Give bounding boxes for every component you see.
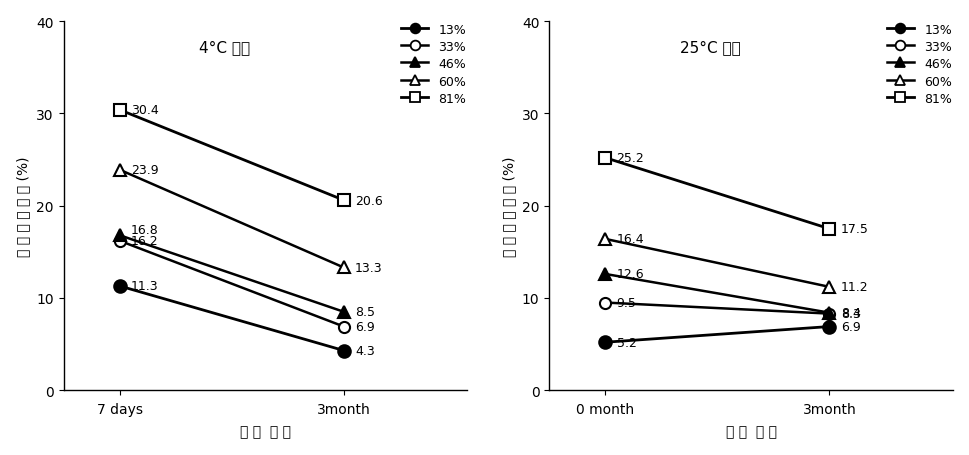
Y-axis label: 종 자 수 분 함 량 (%): 종 자 수 분 함 량 (%) bbox=[502, 156, 516, 256]
Text: 17.5: 17.5 bbox=[840, 223, 867, 236]
Text: 8.4: 8.4 bbox=[840, 307, 860, 319]
Legend: 13%, 33%, 46%, 60%, 81%: 13%, 33%, 46%, 60%, 81% bbox=[398, 21, 468, 108]
Text: 8.5: 8.5 bbox=[355, 306, 375, 318]
Text: 4°C 저장: 4°C 저장 bbox=[200, 40, 250, 56]
Text: 25.2: 25.2 bbox=[616, 152, 643, 165]
Legend: 13%, 33%, 46%, 60%, 81%: 13%, 33%, 46%, 60%, 81% bbox=[884, 21, 953, 108]
Text: 11.3: 11.3 bbox=[131, 280, 158, 293]
X-axis label: 저 장  기 간: 저 장 기 간 bbox=[239, 425, 291, 438]
Text: 30.4: 30.4 bbox=[131, 104, 158, 117]
Text: 13.3: 13.3 bbox=[355, 262, 382, 274]
X-axis label: 저 장  기 간: 저 장 기 간 bbox=[725, 425, 776, 438]
Text: 4.3: 4.3 bbox=[355, 344, 374, 357]
Text: 25°C 저장: 25°C 저장 bbox=[679, 40, 740, 56]
Text: 6.9: 6.9 bbox=[355, 320, 374, 334]
Text: 23.9: 23.9 bbox=[131, 164, 158, 177]
Text: 16.4: 16.4 bbox=[616, 233, 643, 246]
Text: 8.3: 8.3 bbox=[840, 308, 860, 320]
Text: 6.9: 6.9 bbox=[840, 320, 860, 334]
Text: 12.6: 12.6 bbox=[616, 268, 643, 281]
Text: 16.2: 16.2 bbox=[131, 235, 158, 248]
Text: 9.5: 9.5 bbox=[616, 296, 636, 309]
Text: 20.6: 20.6 bbox=[355, 194, 383, 207]
Text: 5.2: 5.2 bbox=[616, 336, 636, 349]
Text: 11.2: 11.2 bbox=[840, 281, 867, 294]
Y-axis label: 종 자 수 분 함 량 (%): 종 자 수 분 함 량 (%) bbox=[16, 156, 31, 256]
Text: 16.8: 16.8 bbox=[131, 224, 158, 237]
